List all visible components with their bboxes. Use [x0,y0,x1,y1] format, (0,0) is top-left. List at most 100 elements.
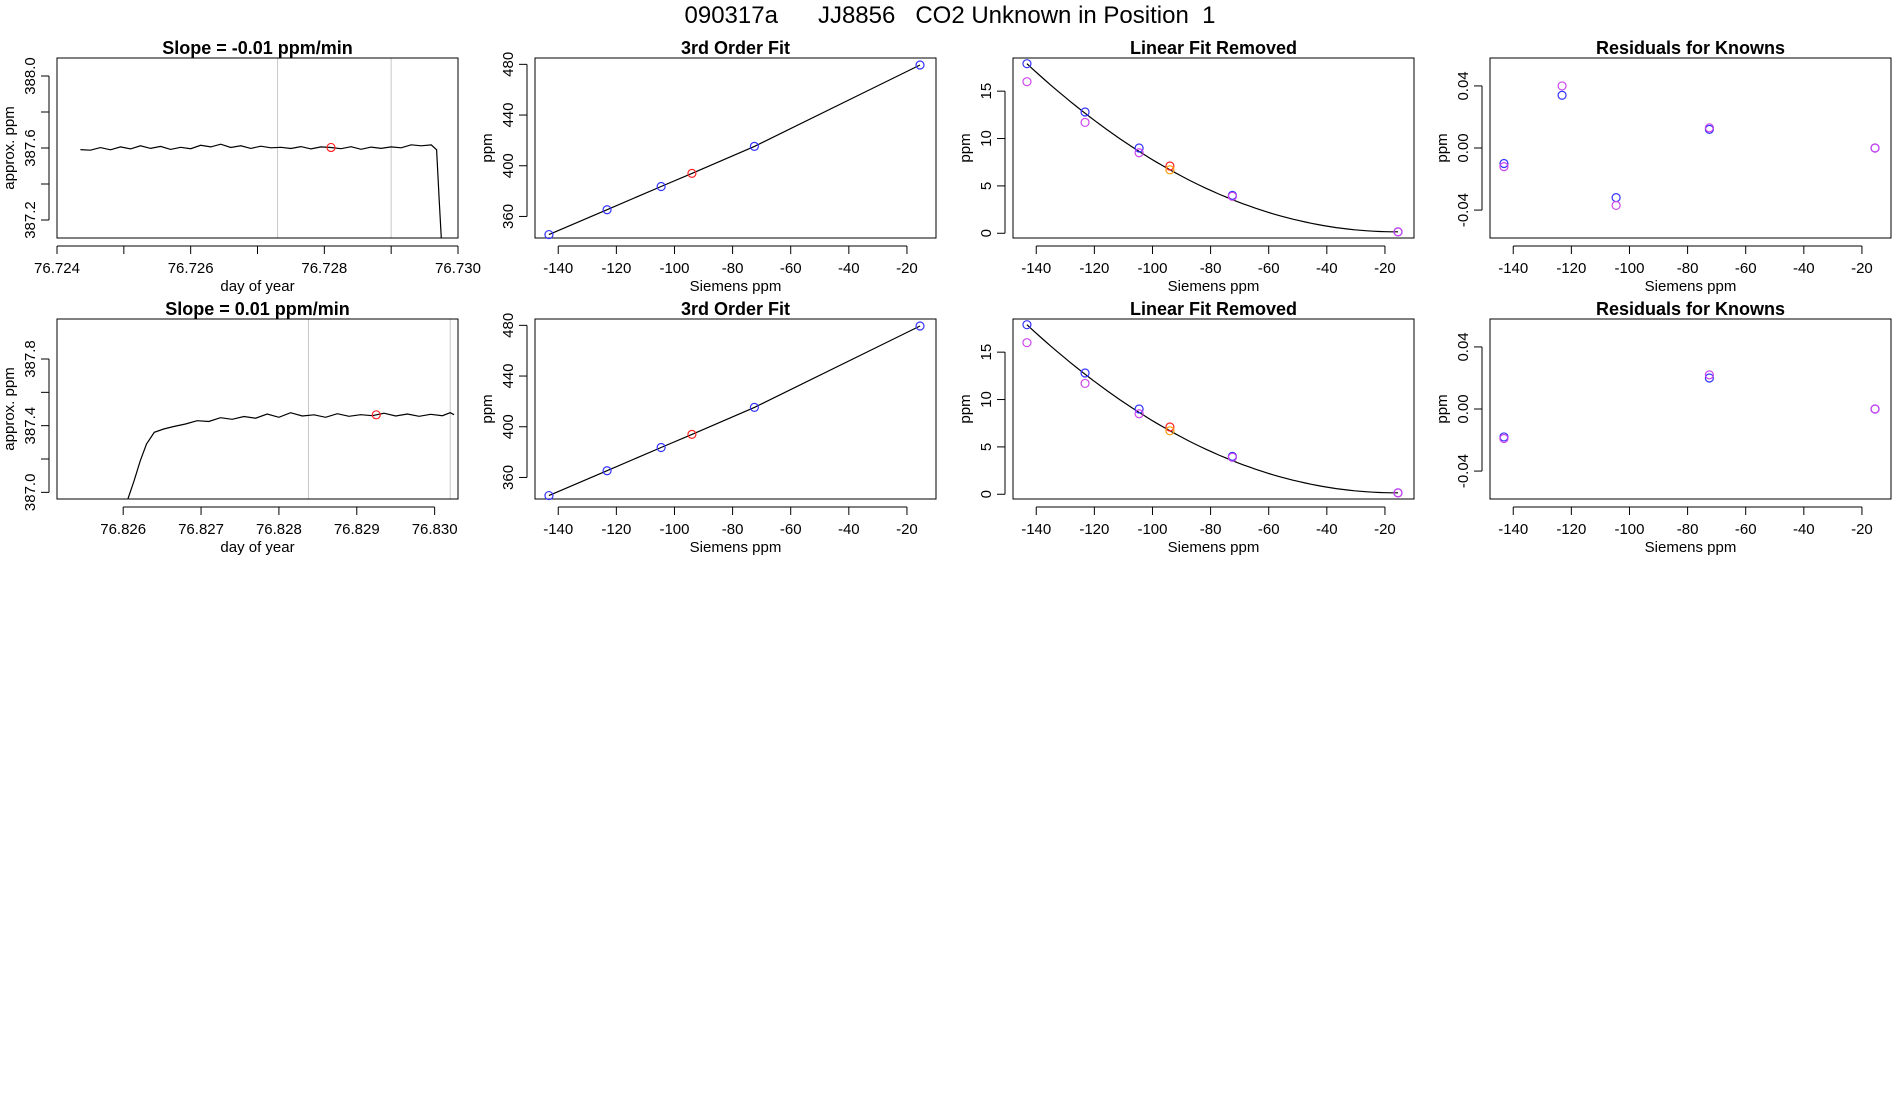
x-tick-label: -120 [601,260,631,277]
y-tick-label: 0 [978,229,995,237]
data-point [1611,200,1621,211]
data-point [1022,338,1032,348]
x-tick-label: -60 [1258,260,1280,277]
plot-frame [1012,318,1415,500]
data-point [1499,433,1509,444]
x-tick-label: -20 [896,260,918,277]
data-point [1499,158,1509,169]
figure-title: 090317a JJ8856 CO2 Unknown in Position 1 [684,2,1216,29]
plot-frame [1489,318,1892,500]
plot-area [548,325,921,497]
x-tick-label: -40 [1793,260,1815,277]
chart-title: Slope = -0.01 ppm/min [162,38,353,58]
x-tick-label: 76.827 [178,521,224,538]
y-tick-label: 360 [500,204,517,229]
x-tick-label: -80 [1677,260,1699,277]
x-tick-label: -80 [1200,260,1222,277]
chart-title: Linear Fit Removed [1130,299,1297,319]
x-tick-label: -60 [1258,521,1280,538]
chart-panel-p4: -140 -120 -100 -80 -60 -40 -20 -0.04 0.00 0.04 Res… [1434,38,1892,295]
plot-area [127,412,455,499]
x-tick-label: -20 [1851,260,1873,277]
x-tick-label: -40 [1793,521,1815,538]
y-tick-label: 480 [500,313,517,338]
x-tick-label: -120 [1079,521,1109,538]
y-tick-label: 400 [500,153,517,178]
data-point [1165,165,1175,175]
x-tick-label: -100 [1137,260,1167,277]
data-point [1080,107,1090,117]
x-tick-label: -20 [1374,260,1396,277]
data-point [1227,191,1237,201]
chart-panel-p6: -140 -120 -100 -80 -60 -40 -20 360 400 440 480 3rd … [479,299,937,556]
x-axis-label: Siemens ppm [1168,278,1260,295]
x-tick-label: 76.726 [168,260,214,277]
data-point [1393,227,1403,237]
y-tick-label: 10 [978,391,995,408]
data-point [1557,90,1567,100]
data-point [1134,143,1144,153]
x-tick-label: -80 [722,260,744,277]
y-axis-label: ppm [1434,394,1451,423]
data-point [602,205,612,215]
chart-title: Residuals for Knowns [1596,299,1785,319]
chart-title: Linear Fit Removed [1130,38,1297,58]
y-axis-label: ppm [1434,133,1451,162]
x-tick-label: -40 [838,260,860,277]
x-axis-label: Siemens ppm [690,278,782,295]
x-tick-label: -60 [1735,260,1757,277]
x-axis-label: Siemens ppm [1645,539,1737,556]
x-tick-label: -40 [1316,521,1338,538]
chart-title: 3rd Order Fit [681,299,790,319]
y-tick-label: 5 [978,182,995,190]
chart-panel-p5: 76.826 76.827 76.828 76.829 76.830 387.0 387.4… [1,299,459,556]
x-tick-label: 76.724 [34,260,80,277]
y-axis-label: approx. ppm [1,367,18,450]
x-tick-label: -100 [1614,260,1644,277]
y-tick-label: -0.04 [1455,454,1472,488]
data-point [1870,404,1880,414]
data-point [1227,452,1237,462]
y-tick-label: 387.0 [22,474,39,512]
x-tick-label: -100 [659,260,689,277]
y-tick-label: 0.00 [1455,394,1472,423]
y-tick-label: -0.04 [1455,193,1472,227]
x-tick-label: -20 [1374,521,1396,538]
x-tick-label: -140 [543,521,573,538]
x-tick-label: -100 [1614,521,1644,538]
x-tick-label: -60 [780,521,802,538]
chart-panel-p8: -140 -120 -100 -80 -60 -40 -20 -0.04 0.00 0.04 Res… [1434,299,1892,556]
data-point [544,490,554,501]
data-point [1134,409,1144,419]
data-point [915,60,925,70]
plot-frame [534,57,937,239]
plot-area [1026,63,1398,233]
plot-area [80,143,442,238]
data-point [1870,143,1880,153]
series-line [80,143,442,238]
chart-panel-p1: 76.724 76.726 76.728 76.730 387.2 387.6 388.0 S… [1,38,481,295]
x-tick-label: -60 [780,260,802,277]
x-tick-label: -140 [1498,521,1528,538]
x-tick-label: -80 [1200,521,1222,538]
x-tick-label: -120 [601,521,631,538]
x-tick-label: -40 [1316,260,1338,277]
x-axis-label: Siemens ppm [1645,278,1737,295]
y-tick-label: 0.00 [1455,133,1472,162]
data-point [1611,193,1621,203]
chart-panel-p7: -140 -120 -100 -80 -60 -40 -20 0 5 10 15 Linear Fit… [957,299,1415,556]
y-tick-label: 388.0 [22,57,39,95]
data-point [1165,426,1175,436]
x-tick-label: -140 [1498,260,1528,277]
x-tick-label: -20 [896,521,918,538]
x-axis-label: Siemens ppm [1168,539,1260,556]
series-line [127,412,455,499]
data-point [915,321,925,331]
data-point [1022,77,1032,87]
y-tick-label: 15 [978,83,995,100]
y-tick-label: 0 [978,490,995,498]
y-tick-label: 480 [500,52,517,77]
x-tick-label: 76.828 [256,521,302,538]
y-tick-label: 387.6 [22,129,39,167]
plot-frame [1489,57,1892,239]
